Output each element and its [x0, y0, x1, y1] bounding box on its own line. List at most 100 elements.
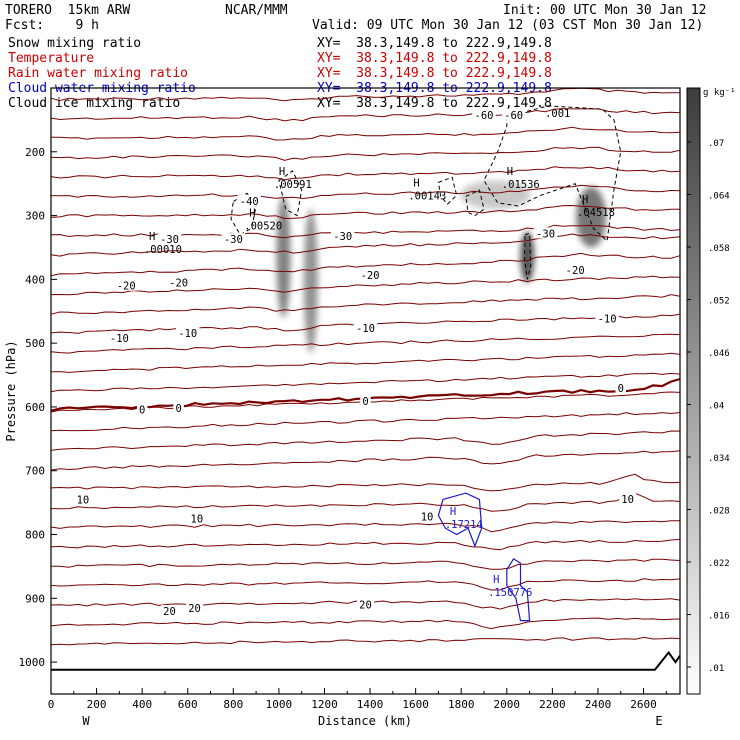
y-tick-label: 900	[25, 592, 45, 605]
isotherm-label: -30	[536, 228, 555, 240]
x-tick-label: 2200	[539, 698, 566, 711]
isotherm-label: 20	[188, 603, 201, 615]
field-name-temperature: Temperature	[8, 51, 95, 66]
cloud-ice-contour	[278, 170, 303, 217]
label-knockout	[74, 493, 92, 505]
colorbar-level: .022	[708, 559, 730, 569]
x-tick-label: 2000	[494, 698, 521, 711]
label-knockout	[353, 321, 378, 333]
label-knockout	[221, 233, 246, 245]
field-xy-rain: XY= 38.3,149.8 to 222.9,149.8	[317, 66, 552, 81]
west-label: W	[82, 714, 90, 728]
colorbar-level: .046	[708, 349, 730, 359]
isotherm-label: -60	[504, 110, 523, 122]
field-xy-temperature: XY= 38.3,149.8 to 222.9,149.8	[317, 51, 552, 66]
label-knockout	[188, 512, 206, 524]
x-tick-label: 1600	[402, 698, 429, 711]
terrain-line	[51, 650, 681, 671]
isotherm-label: 0	[139, 404, 145, 416]
cloud-ice-contour	[230, 192, 257, 236]
label-knockout	[533, 227, 558, 239]
label-knockout	[237, 194, 262, 206]
label-knockout	[358, 268, 382, 280]
max-marker-h: H	[249, 207, 255, 219]
x-tick-label: 2400	[585, 698, 612, 711]
y-tick-label: 400	[25, 273, 45, 286]
colorbar-level: .064	[708, 192, 730, 202]
label-knockout	[107, 332, 132, 344]
label-knockout	[161, 605, 179, 617]
label-knockout	[418, 510, 436, 522]
label-knockout	[175, 326, 200, 338]
isotherm	[50, 108, 681, 122]
isotherm-label: -20	[117, 281, 136, 293]
field-xy-cloud-ice: XY= 38.3,149.8 to 222.9,149.8	[317, 96, 552, 111]
y-tick-label: 1000	[19, 656, 46, 669]
colorbar-level: .016	[708, 612, 730, 622]
max-value: .04518	[577, 207, 615, 219]
label-knockout	[501, 108, 526, 120]
org-label: NCAR/MMM	[225, 3, 288, 18]
label-knockout	[595, 312, 619, 324]
x-tick-label: 400	[132, 698, 152, 711]
cloud-water-contours	[437, 492, 531, 622]
isotherm	[50, 352, 681, 373]
isotherm	[50, 473, 681, 492]
isotherm-label: -30	[160, 234, 179, 246]
isotherm-label: 0	[618, 383, 624, 395]
x-tick-label: 800	[223, 698, 243, 711]
label-knockout	[619, 492, 637, 504]
cloud-water-contour	[506, 557, 531, 622]
isotherm-label: 10	[191, 514, 204, 526]
colorbar-gradient	[686, 87, 701, 695]
isotherm	[50, 252, 681, 277]
max-marker-h: H	[582, 194, 588, 206]
isotherm	[50, 184, 681, 200]
label-knockout	[563, 263, 587, 275]
max-value: .00143	[408, 190, 446, 202]
isotherm	[50, 233, 681, 257]
colorbar: g kg⁻¹ .01 .016 .022 .028 .034 .04 .046 .052 .05…	[686, 87, 736, 695]
colorbar-level: .07	[708, 139, 724, 149]
colorbar-level: .028	[708, 507, 730, 517]
cloud-ice-contour	[437, 176, 458, 205]
isotherm-label: 0	[175, 403, 181, 415]
x-tick-label: 1200	[311, 698, 338, 711]
label-knockout	[360, 395, 371, 407]
snow-column	[460, 180, 531, 210]
isotherm-label: -30	[333, 231, 352, 243]
isotherm-label: 10	[421, 512, 434, 524]
colorbar-level: .052	[708, 297, 730, 307]
max-marker-h: H	[413, 177, 419, 189]
isotherm	[50, 520, 680, 533]
isotherm-label: -20	[169, 278, 188, 290]
max-value: .150776	[488, 587, 532, 599]
isotherm	[50, 636, 681, 646]
isotherm	[50, 275, 681, 296]
y-tick-label: 800	[25, 529, 45, 542]
label-knockout	[166, 276, 191, 288]
max-value: .01536	[502, 179, 540, 191]
x-tick-label: 1800	[448, 698, 475, 711]
colorbar-level: .058	[708, 244, 730, 254]
snow-column	[576, 186, 607, 248]
valid-time: Valid: 09 UTC Mon 30 Jan 12 (03 CST Mon …	[312, 18, 704, 33]
x-tick-label: 600	[178, 698, 198, 711]
isotherm-label: -20	[566, 265, 585, 277]
isotherm	[50, 372, 681, 393]
label-knockout	[136, 403, 148, 415]
isotherm	[50, 430, 681, 451]
label-knockout	[357, 598, 374, 610]
isotherm	[50, 146, 681, 161]
east-label: E	[655, 714, 662, 728]
forecast-hour: Fcst: 9 h	[5, 18, 99, 33]
isotherm-label: 20	[359, 600, 372, 612]
axes: 0 200 400 600 800 1000 1200 1400 1600 1800 2000 220…	[19, 146, 667, 711]
y-tick-label: 200	[25, 146, 45, 159]
x-axis-label: Distance (km)	[318, 714, 412, 728]
isotherm-label: 10	[621, 494, 634, 506]
isotherm	[50, 492, 681, 512]
isotherm-label: -40	[240, 196, 259, 208]
temperature-contours	[50, 87, 681, 646]
